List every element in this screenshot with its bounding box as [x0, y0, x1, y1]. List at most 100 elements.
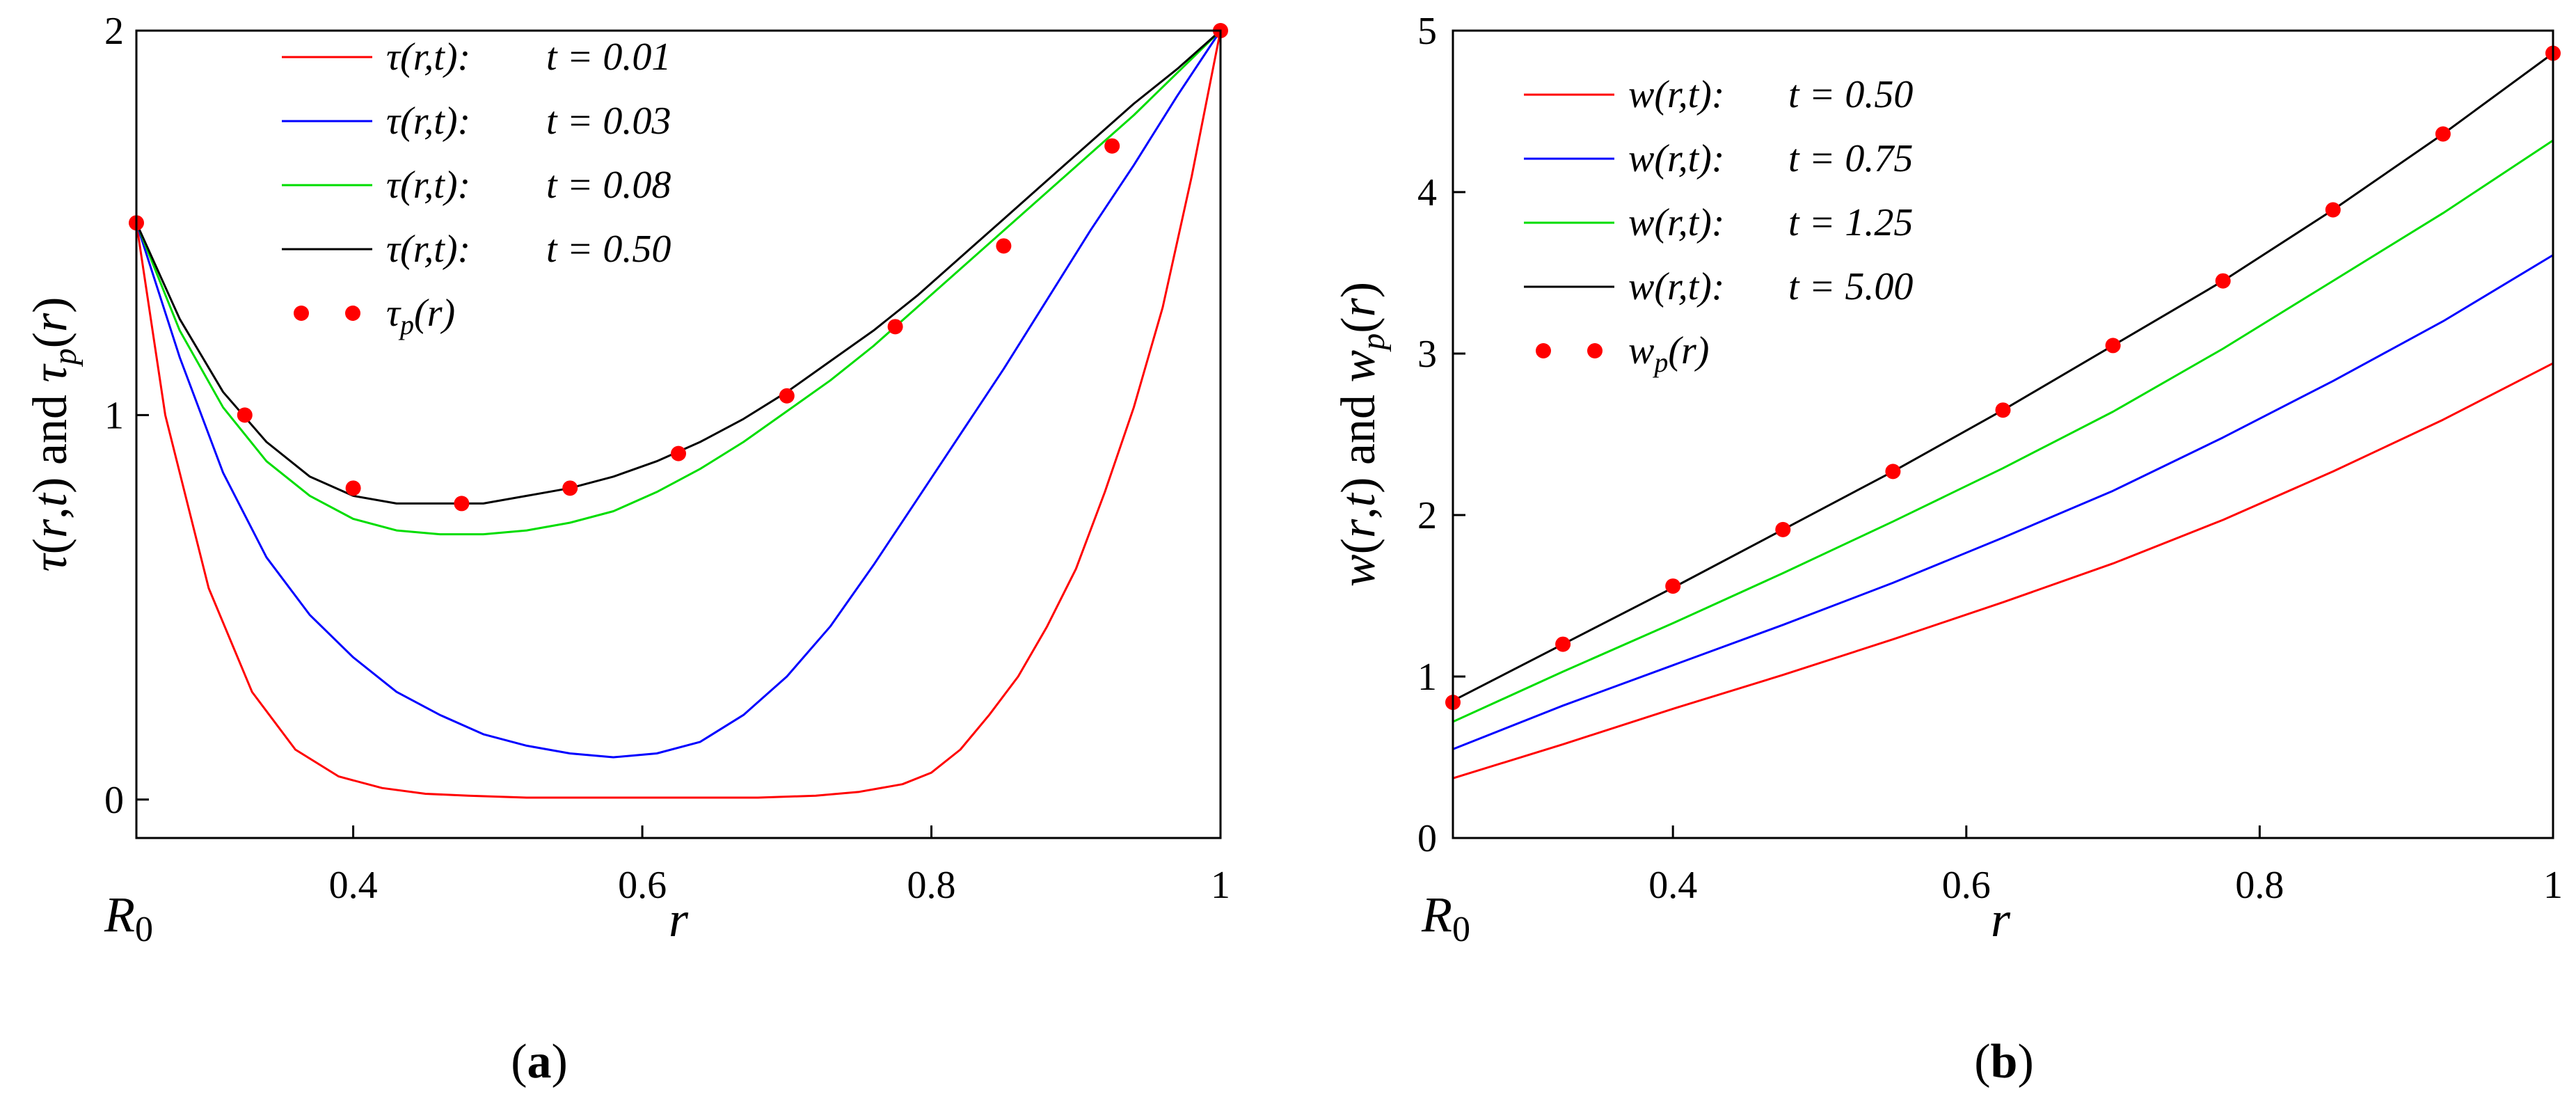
y-tick-label: 2	[104, 10, 124, 53]
ylabel-a-sub: p	[47, 348, 84, 367]
marker-point-b	[1885, 464, 1901, 480]
marker-point-a	[1104, 138, 1120, 154]
series-line-b-1	[1452, 254, 2554, 750]
y-tick-label: 1	[1417, 656, 1437, 699]
x-axis-label-a: r	[669, 892, 689, 947]
marker-point-a	[237, 407, 253, 423]
series-line-b-2	[1452, 139, 2554, 723]
x-axis-label-b: r	[1991, 892, 2011, 947]
ylabel-b-and: ) and	[1332, 382, 1385, 493]
legend-t-b-3: t = 5.00	[1788, 265, 1913, 308]
y-tick-label: 0	[104, 779, 124, 822]
legend-fn-b-3: w(r,t):	[1628, 265, 1724, 308]
y-tick-label: 3	[1417, 333, 1437, 376]
ylabel-a-open: (	[24, 538, 77, 554]
marker-point-b	[1775, 521, 1791, 537]
marker-point-a	[996, 238, 1012, 254]
ylabel-b-r: r	[1332, 519, 1385, 538]
plot-a-frame	[135, 29, 1222, 839]
svg-text:τ(r,t) and τp(r): τ(r,t) and τp(r)	[24, 297, 84, 572]
plot-b-frame	[1452, 29, 2554, 839]
series-line-b-0	[1452, 362, 2554, 780]
legend-fn-b-2: w(r,t):	[1628, 201, 1724, 244]
ylabel-b-w2: w	[1332, 349, 1385, 382]
series-line-a-3	[135, 29, 1221, 505]
x-tick-label: 0.8	[907, 864, 956, 907]
panel-label-b: (b)	[1974, 1035, 2034, 1089]
series-line-a-1	[135, 30, 1222, 759]
ylabel-a-r: r	[24, 519, 77, 538]
marker-point-b	[2435, 126, 2451, 142]
marker-point-a	[345, 480, 361, 496]
y-tick-label: 4	[1417, 171, 1437, 214]
legend-fn-a-3: τ(r,t):	[386, 228, 470, 271]
ylabel-b-open: (	[1332, 538, 1385, 554]
x-tick-label: 0.4	[329, 864, 378, 907]
legend-marker-dot	[345, 306, 360, 321]
marker-point-b	[1665, 578, 1681, 594]
legend-t-b-1: t = 0.75	[1788, 137, 1913, 180]
y-tick-label: 2	[1417, 494, 1437, 537]
marker-point-a	[562, 480, 578, 496]
legend-marker-label-a: τp(r)	[386, 292, 455, 340]
legend-fn-a-2: τ(r,t):	[386, 164, 470, 207]
x-tick-label: 1	[1211, 864, 1230, 907]
legend-fn-b-1: w(r,t):	[1628, 137, 1724, 180]
legend-b: w(r,t): t = 0.50 w(r,t): t = 0.75 w(r,t): t =…	[1524, 73, 1913, 378]
legend-a: τ(r,t): t = 0.01 τ(r,t): t = 0.03 τ(r,t): t =…	[282, 35, 671, 340]
legend-fn-a-0: τ(r,t):	[386, 35, 470, 79]
y-axis-label-a: τ(r,t) and τp(r)	[24, 297, 84, 572]
legend-marker-dot	[294, 306, 309, 321]
ylabel-a-r2: r	[24, 313, 77, 332]
ylabel-b-comma: ,	[1332, 507, 1385, 519]
marker-point-a	[887, 319, 903, 335]
y-tick-label: 0	[1417, 817, 1437, 860]
legend-t-a-0: t = 0.01	[546, 35, 671, 79]
y-axis-label-b: w(r,t) and wp(r)	[1332, 282, 1392, 587]
marker-point-a	[779, 388, 795, 404]
x-tick-label: 0.8	[2235, 864, 2284, 907]
ylabel-b-t: t	[1332, 492, 1385, 507]
x-tick-label: 0.6	[618, 864, 667, 907]
marker-point-a	[454, 496, 470, 512]
plot-b-elements: 0.4 0.6 0.8 1 0 1 2 3 4 5	[1417, 10, 2563, 907]
ylabel-a-t: t	[24, 492, 77, 507]
x-tick-label: 0.4	[1648, 864, 1697, 907]
legend-marker-dot	[1587, 343, 1603, 358]
svg-text:w(r,t) and wp(r): w(r,t) and wp(r)	[1332, 282, 1392, 587]
ylabel-a-close: )	[24, 297, 77, 313]
ylabel-a-comma: ,	[24, 507, 77, 519]
legend-t-a-3: t = 0.50	[546, 228, 671, 271]
x-tick-label: 1	[2543, 864, 2563, 907]
marker-point-b	[2105, 338, 2121, 354]
legend-marker-dot	[1536, 343, 1551, 358]
ylabel-b-w: w	[1332, 554, 1385, 587]
series-line-a-2	[135, 29, 1222, 536]
marker-point-b	[1995, 402, 2011, 418]
series-line-a-0	[135, 30, 1222, 799]
y-tick-label: 1	[104, 394, 124, 437]
x-tick-label: 0.6	[1942, 864, 1991, 907]
ylabel-a-open2: (	[24, 332, 77, 348]
legend-fn-b-0: w(r,t):	[1628, 73, 1724, 116]
r0-label-a: R0	[104, 887, 153, 949]
r0-label-b: R0	[1421, 887, 1470, 949]
ylabel-b-r2: r	[1332, 297, 1385, 317]
legend-t-b-2: t = 1.25	[1788, 201, 1913, 244]
marker-point-b	[1555, 636, 1571, 652]
ylabel-b-close: )	[1332, 282, 1385, 298]
ylabel-b-open2: (	[1332, 317, 1385, 333]
ylabel-a-tau2: τ	[24, 363, 77, 382]
ylabel-a-tau: τ	[24, 552, 77, 571]
ylabel-a-and: ) and	[24, 382, 77, 493]
marker-point-b	[2325, 202, 2341, 218]
marker-point-b	[2215, 273, 2231, 289]
legend-t-a-1: t = 0.03	[546, 100, 671, 143]
legend-marker-label-b: wp(r)	[1628, 329, 1709, 378]
legend-t-b-0: t = 0.50	[1788, 73, 1913, 116]
marker-point-a	[671, 445, 686, 461]
legend-t-a-2: t = 0.08	[546, 164, 671, 207]
